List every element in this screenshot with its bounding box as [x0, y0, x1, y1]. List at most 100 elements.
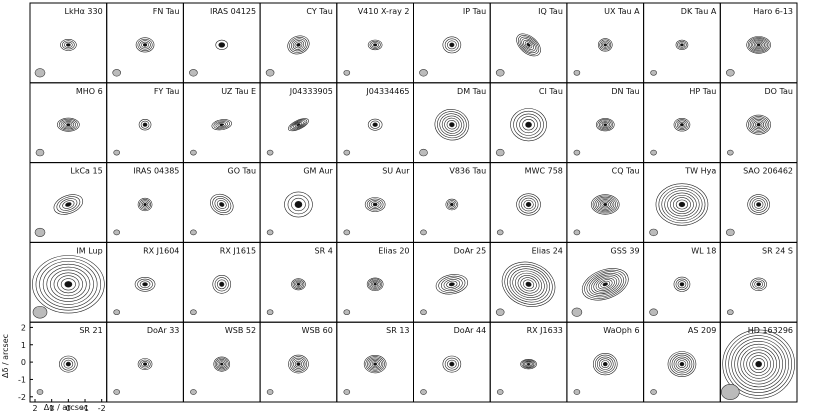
- panel: AS 209: [643, 321, 721, 403]
- contour: [289, 356, 308, 372]
- panel-title: DK Tau A: [681, 7, 717, 16]
- contour: [597, 119, 614, 131]
- contour: [752, 279, 765, 290]
- contour: [439, 113, 465, 136]
- panel: HP Tau: [643, 82, 721, 164]
- contour: [296, 43, 301, 47]
- contour: [676, 120, 688, 129]
- x-tick-label: -2: [98, 404, 106, 413]
- panel-title: Haro 6-13: [753, 7, 793, 16]
- panel-title: LkHα 330: [64, 7, 102, 16]
- panel: MHO 6: [29, 82, 108, 164]
- panel: DoAr 33: [106, 321, 184, 403]
- beam: [649, 228, 658, 237]
- panel: CI Tau: [489, 82, 568, 164]
- contour: [296, 362, 301, 366]
- contour: [372, 202, 378, 207]
- beam: [725, 228, 735, 237]
- contour: [212, 274, 232, 294]
- contour: [216, 359, 228, 370]
- contour: [507, 266, 550, 303]
- panel-title: HP Tau: [689, 87, 716, 96]
- panel: DoAr 44: [413, 321, 491, 403]
- contour: [372, 122, 378, 127]
- contour: [520, 277, 537, 292]
- contour: [664, 190, 700, 219]
- contour: [60, 278, 76, 291]
- contour: [753, 120, 765, 130]
- panel: GSS 39: [566, 241, 645, 323]
- contour: [371, 42, 379, 48]
- contour: [600, 360, 610, 368]
- contour: [444, 357, 459, 371]
- panel: WL 18: [643, 241, 721, 323]
- contour: [294, 360, 303, 368]
- contour: [667, 192, 697, 217]
- contour: [138, 118, 152, 131]
- panel: LkCa 15: [29, 162, 108, 243]
- contour: [219, 123, 225, 127]
- contour: [447, 200, 457, 209]
- contour: [750, 39, 767, 51]
- contour: [734, 341, 783, 388]
- contour: [46, 266, 91, 302]
- contour: [139, 199, 151, 210]
- contour: [518, 195, 539, 214]
- contour: [449, 42, 455, 48]
- contour: [602, 42, 609, 48]
- contour: [602, 282, 608, 287]
- beam: [35, 148, 45, 157]
- contour: [671, 354, 693, 374]
- panel-title: IRAS 04385: [133, 167, 179, 176]
- beam: [420, 309, 427, 316]
- contour: [600, 40, 610, 49]
- contour: [679, 282, 685, 287]
- panel-title: CI Tau: [539, 87, 563, 96]
- contour: [53, 194, 84, 215]
- panel: IQ Tau: [489, 2, 568, 84]
- contour: [752, 358, 765, 371]
- contour: [446, 120, 457, 130]
- contour: [60, 39, 77, 51]
- panel-title: DN Tau: [611, 87, 639, 96]
- contour: [59, 355, 78, 373]
- contour: [448, 282, 455, 287]
- contour: [752, 40, 765, 50]
- contour: [595, 118, 615, 132]
- contour: [57, 275, 80, 294]
- panel-title: WSB 52: [225, 326, 256, 335]
- panel-title: RX J1633: [527, 326, 563, 335]
- contour: [517, 275, 540, 294]
- y-tick-label: 2: [21, 323, 26, 332]
- contour: [213, 120, 230, 130]
- contour: [510, 108, 547, 142]
- panel-title: FN Tau: [153, 7, 180, 16]
- contour: [737, 343, 780, 385]
- beam: [650, 69, 657, 76]
- beam: [266, 149, 274, 156]
- contour: [442, 36, 462, 54]
- contour: [594, 354, 616, 374]
- contour: [139, 359, 151, 369]
- contour: [214, 357, 229, 371]
- contour: [678, 121, 686, 128]
- contour: [523, 39, 534, 50]
- contour: [64, 41, 73, 49]
- contour: [746, 352, 771, 376]
- panel: Elias 20: [336, 241, 414, 323]
- contour: [365, 356, 385, 372]
- contour: [218, 42, 226, 48]
- panel: SR 4: [259, 241, 338, 323]
- contour: [142, 282, 148, 287]
- contour: [442, 355, 462, 373]
- contour: [219, 281, 225, 287]
- panel-title: SR 4: [315, 246, 333, 255]
- panel: DO Tau: [719, 82, 798, 164]
- contour: [516, 113, 541, 136]
- contour: [215, 39, 229, 51]
- contour: [600, 121, 611, 129]
- contour: [368, 358, 382, 370]
- contour: [526, 43, 531, 47]
- beam: [725, 69, 735, 77]
- contour: [592, 195, 618, 214]
